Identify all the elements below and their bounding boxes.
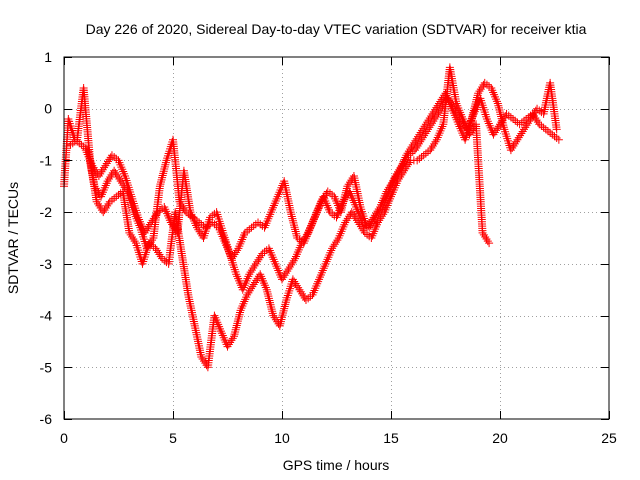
x-tick-label: 10 <box>274 430 290 446</box>
chart-title: Day 226 of 2020, Sidereal Day-to-day VTE… <box>86 21 587 37</box>
x-axis-label: GPS time / hours <box>283 457 390 473</box>
data-point-track-c <box>552 125 561 134</box>
x-tick-label: 0 <box>60 430 68 446</box>
y-tick-label: -4 <box>40 308 53 324</box>
tick-marks <box>64 57 610 420</box>
data-points <box>60 63 563 372</box>
y-tick-label: 0 <box>44 101 52 117</box>
y-tick-label: -2 <box>40 204 53 220</box>
y-tick-label: 1 <box>44 49 52 65</box>
plot-area-border <box>63 56 610 420</box>
data-point-track-a <box>554 135 563 144</box>
x-axis-tick-labels: 0 5 10 15 20 25 <box>60 430 617 446</box>
x-tick-label: 25 <box>601 430 617 446</box>
x-tick-label: 20 <box>492 430 508 446</box>
y-tick-label: -5 <box>40 359 53 375</box>
y-tick-label: -1 <box>40 152 53 168</box>
y-tick-label: -3 <box>40 256 53 272</box>
y-axis-tick-labels: -6 -5 -4 -3 -2 -1 0 1 <box>40 49 53 427</box>
x-tick-label: 15 <box>383 430 399 446</box>
x-tick-label: 5 <box>169 430 177 446</box>
y-tick-label: -6 <box>40 411 53 427</box>
data-point-track-b <box>485 239 494 248</box>
y-axis-label: SDTVAR / TECUs <box>5 182 21 294</box>
